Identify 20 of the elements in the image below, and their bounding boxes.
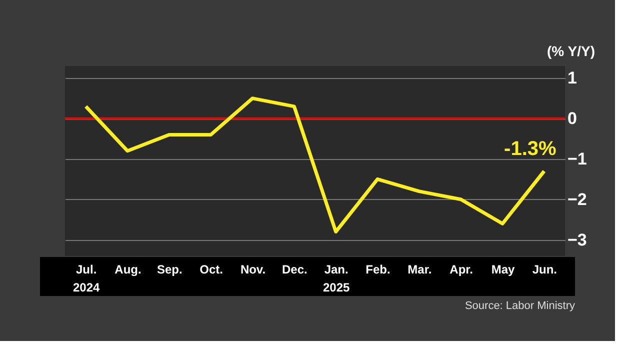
y-axis-title: (% Y/Y) <box>547 43 595 59</box>
x-tick-label: May <box>491 262 515 276</box>
y-tick-label: −1 <box>568 149 587 168</box>
x-tick-label: Nov. <box>240 262 266 276</box>
x-tick-label: Mar. <box>408 262 432 276</box>
y-tick-label: 1 <box>568 68 577 88</box>
x-tick-label: Feb. <box>366 262 390 276</box>
y-tick-label: −2 <box>568 190 587 209</box>
y-tick-label: −3 <box>568 230 587 250</box>
x-tick-label: Oct. <box>200 262 224 276</box>
x-tick-label: Jul. 2024 <box>72 262 100 294</box>
data-label: -1.3% <box>504 138 557 160</box>
x-tick-label: Aug. <box>114 262 142 276</box>
x-tick-label: Apr. <box>450 262 474 276</box>
source-note: Source: Labor Ministry <box>464 300 576 312</box>
x-tick-label: Jan. 2025 <box>322 262 350 294</box>
y-tick-label: 0 <box>568 109 577 128</box>
x-tick-label: Dec. <box>282 262 308 276</box>
x-tick-label: Jun. <box>532 262 558 276</box>
x-tick-label: Sep. <box>156 262 182 276</box>
